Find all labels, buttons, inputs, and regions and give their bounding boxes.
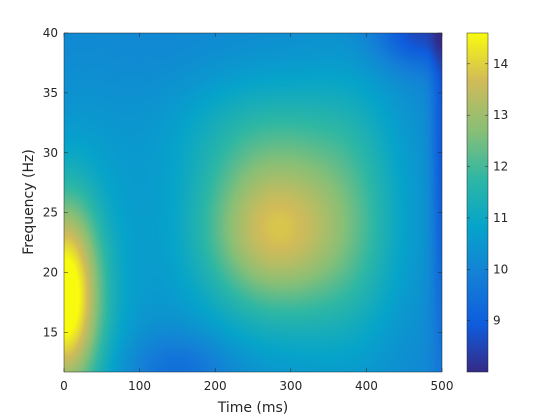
colorbar-tick-label: 13 xyxy=(493,108,508,122)
y-tick-label: 15 xyxy=(43,325,58,339)
plot-frame xyxy=(63,32,443,373)
x-tick-label: 500 xyxy=(431,379,454,393)
colorbar-gradient xyxy=(467,33,488,372)
colorbar-tick-label: 10 xyxy=(493,262,508,276)
x-tick-label: 400 xyxy=(355,379,378,393)
x-axis: 0 100 200 300 400 500 xyxy=(60,33,453,393)
plot-area xyxy=(63,32,443,373)
y-tick-label: 40 xyxy=(43,26,58,40)
colorbar-tick-label: 12 xyxy=(493,160,508,174)
colorbar-tick-label: 11 xyxy=(493,211,508,225)
colorbar-frame xyxy=(466,32,489,373)
y-axis-label: Frequency (Hz) xyxy=(21,149,37,255)
heatmap-image xyxy=(64,33,442,372)
colorbar-ticks: 9 10 11 12 13 14 xyxy=(467,57,508,328)
x-tick-label: 100 xyxy=(128,379,151,393)
x-tick-label: 300 xyxy=(279,379,302,393)
colorbar-tick-label: 14 xyxy=(493,57,508,71)
y-axis: 15 20 25 30 35 40 xyxy=(43,26,442,339)
colorbar: 9 10 11 12 13 14 xyxy=(466,32,508,373)
y-tick-label: 20 xyxy=(43,266,58,280)
y-tick-label: 30 xyxy=(43,146,58,160)
x-tick-label: 200 xyxy=(204,379,227,393)
y-tick-label: 35 xyxy=(43,86,58,100)
y-tick-label: 25 xyxy=(43,206,58,220)
colorbar-tick-label: 9 xyxy=(493,314,501,328)
x-axis-label: Time (ms) xyxy=(217,400,289,416)
x-tick-label: 0 xyxy=(60,379,68,393)
